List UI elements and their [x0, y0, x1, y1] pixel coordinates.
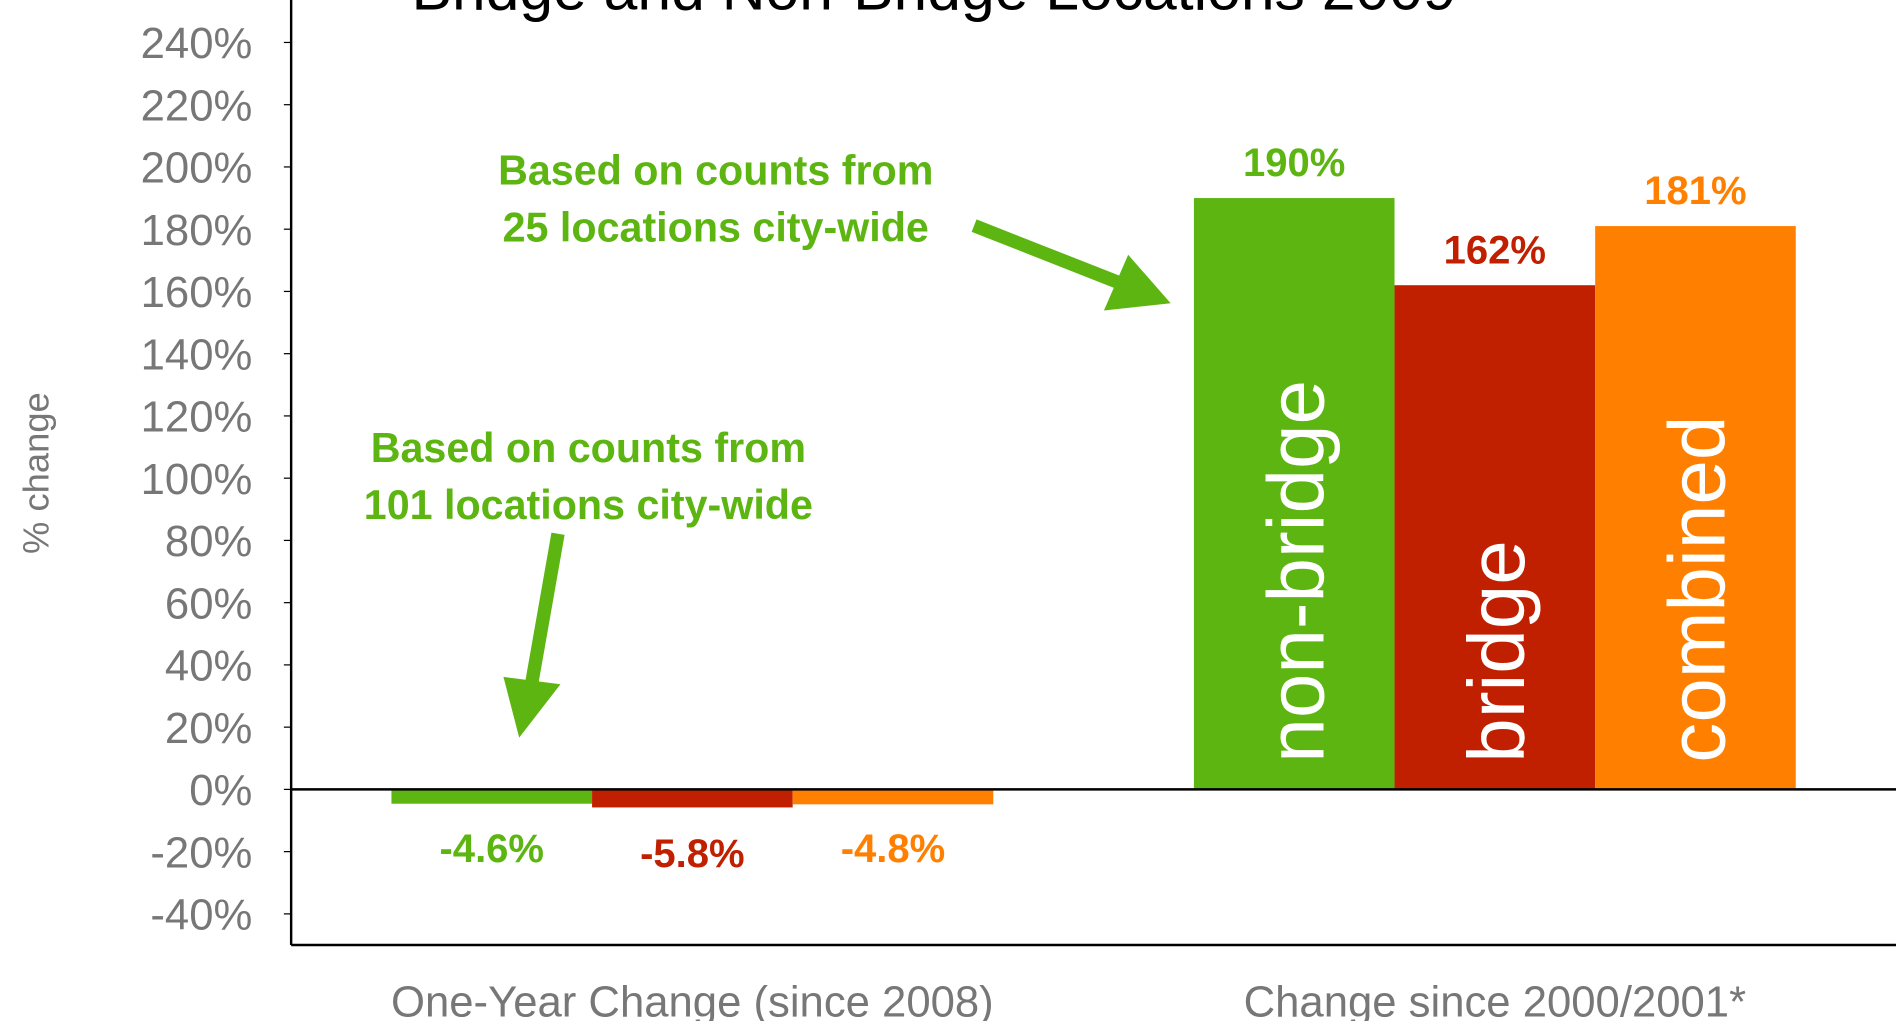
bar	[1193, 198, 1395, 790]
annotation: 101 locations city-wide	[364, 482, 813, 528]
bar	[1595, 226, 1796, 790]
y-tick-label: 140%	[141, 330, 253, 379]
y-axis-label: % change	[16, 392, 57, 554]
arrow-shaft	[524, 532, 565, 687]
y-tick-label: 60%	[165, 579, 252, 628]
arrow-head	[503, 676, 561, 738]
y-tick-label: 220%	[141, 81, 253, 130]
series-label: non-bridge	[1251, 380, 1340, 763]
x-tick-label: One-Year Change (since 2008)	[391, 978, 994, 1021]
y-tick-label: 200%	[141, 144, 253, 193]
y-tick-label: 80%	[165, 517, 252, 566]
y-tick-label: 40%	[165, 642, 252, 691]
annotation: 25 locations city-wide	[503, 204, 929, 250]
annotation: Based on counts from	[498, 147, 933, 193]
bar	[592, 789, 793, 808]
bar	[1394, 285, 1596, 790]
series-label: combined	[1653, 416, 1742, 763]
series-label: bridge	[1452, 540, 1541, 763]
value-label: 162%	[1444, 228, 1546, 272]
bar	[391, 789, 593, 804]
value-label: 190%	[1243, 141, 1345, 185]
value-label: -4.8%	[841, 827, 946, 871]
arrow-shaft	[971, 219, 1125, 291]
value-label: -5.8%	[640, 832, 745, 876]
y-tick-label: -20%	[150, 828, 252, 877]
y-tick-label: 20%	[165, 704, 252, 753]
y-tick-label: 0%	[189, 766, 252, 815]
annotation: Based on counts from	[371, 425, 806, 471]
arrow	[971, 219, 1171, 311]
y-tick-label: 120%	[141, 393, 253, 442]
x-tick-label: Change since 2000/2001*	[1244, 978, 1746, 1021]
y-tick-label: 240%	[141, 19, 253, 68]
y-tick-label: 180%	[141, 206, 253, 255]
arrow	[503, 532, 565, 738]
arrow-head	[1103, 254, 1171, 311]
y-tick-label: -40%	[150, 891, 252, 940]
y-tick-label: 100%	[141, 455, 253, 504]
value-label: 181%	[1644, 169, 1746, 213]
plot: Bridge and Non-Bridge Locations 2009 % c…	[16, 0, 1896, 1021]
y-tick-label: 160%	[141, 268, 253, 317]
bar	[792, 789, 994, 805]
value-label: -4.6%	[439, 827, 544, 871]
chart-title: Bridge and Non-Bridge Locations 2009	[412, 0, 1457, 23]
